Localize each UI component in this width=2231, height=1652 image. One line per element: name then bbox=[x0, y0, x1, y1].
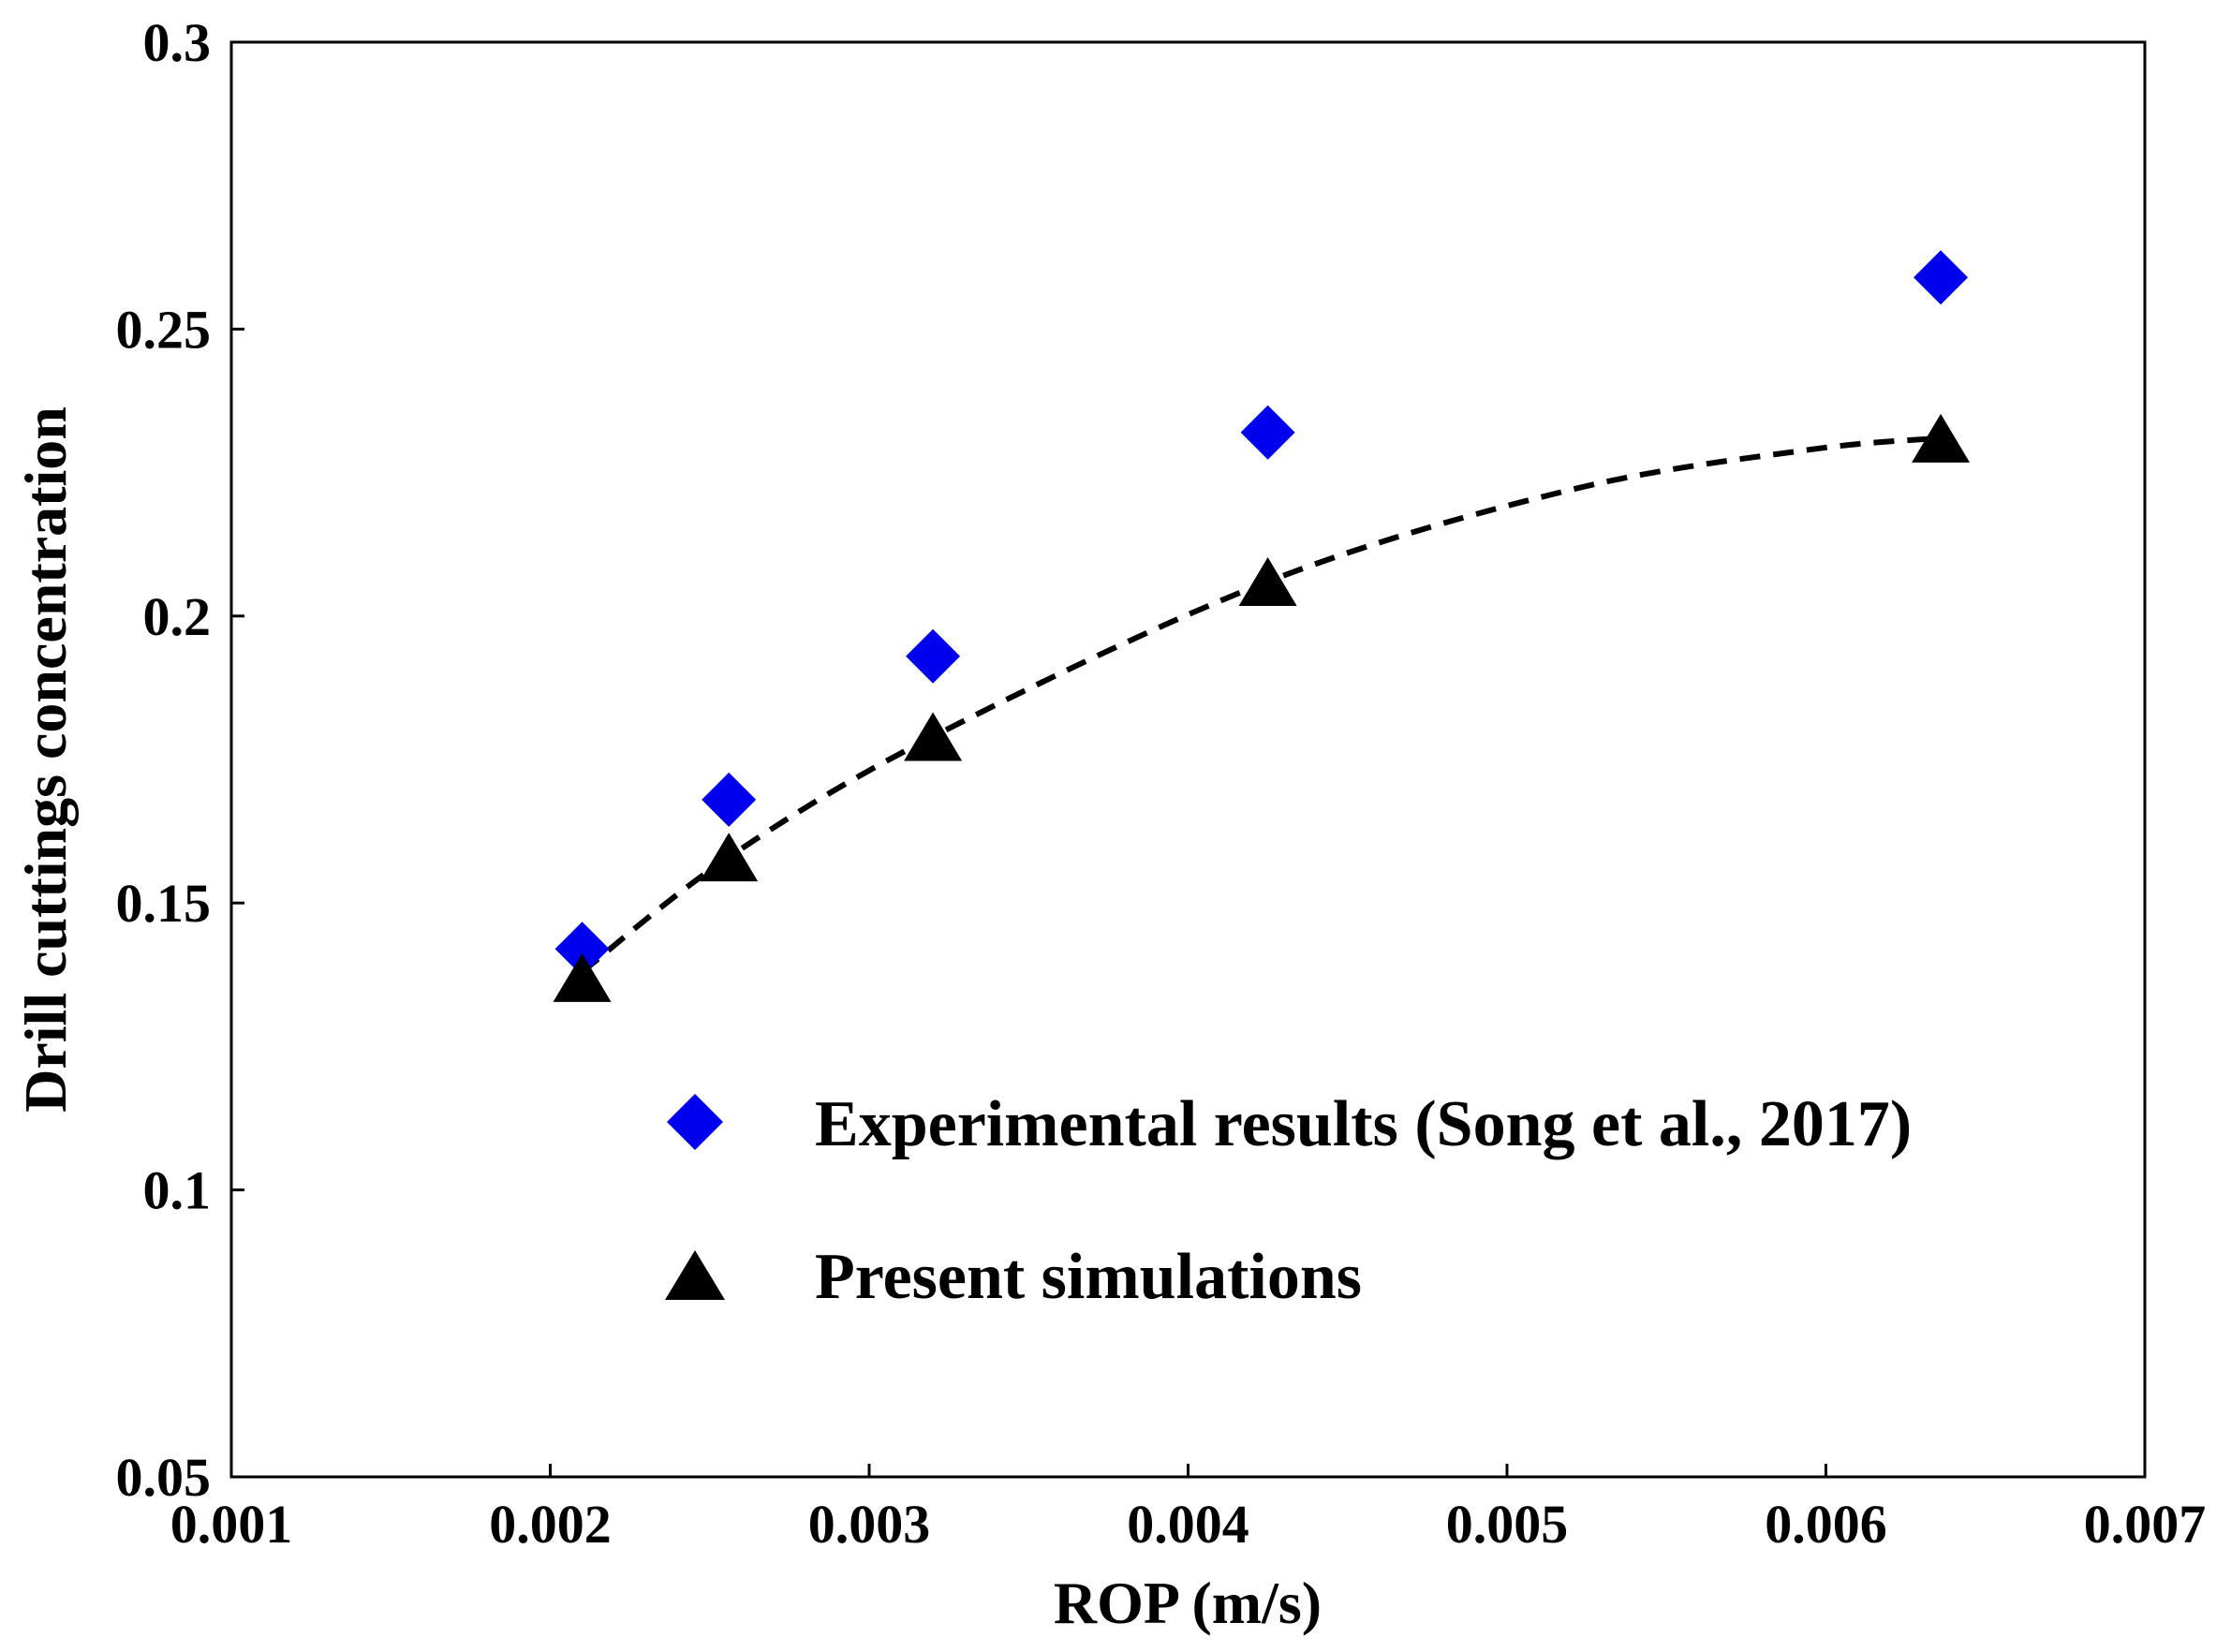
legend-label-simulations: Present simulations bbox=[815, 1241, 1362, 1313]
y-tick-label: 0.2 bbox=[143, 586, 212, 647]
simulation-point bbox=[553, 952, 612, 1002]
legend-label-experimental: Experimental results (Song et al., 2017) bbox=[815, 1088, 1912, 1160]
x-tick-label: 0.001 bbox=[170, 1494, 293, 1555]
x-tick-label: 0.002 bbox=[489, 1494, 612, 1555]
experimental-point bbox=[554, 922, 610, 977]
y-tick-label: 0.1 bbox=[143, 1160, 212, 1221]
experimental-point bbox=[1240, 405, 1295, 460]
y-tick-label: 0.15 bbox=[116, 873, 212, 934]
experimental-point bbox=[1913, 250, 1969, 305]
simulation-point bbox=[1912, 413, 1971, 463]
plot-frame bbox=[229, 40, 2147, 1479]
ticks-layer: 0.001 0.002 0.003 0.004 0.005 0.006 0.007 0.05 0… bbox=[116, 12, 2207, 1555]
y-tick-label: 0.05 bbox=[116, 1447, 212, 1508]
experimental-point bbox=[906, 628, 961, 684]
x-axis-title: ROP (m/s) bbox=[1054, 1570, 1322, 1636]
x-tick-label: 0.004 bbox=[1127, 1494, 1249, 1555]
x-tick-label: 0.006 bbox=[1765, 1494, 1887, 1555]
legend-marker-diamond bbox=[667, 1094, 723, 1150]
y-tick-label: 0.3 bbox=[143, 12, 212, 73]
simulation-point bbox=[904, 712, 963, 761]
y-tick-label: 0.25 bbox=[116, 299, 212, 360]
x-tick-label: 0.003 bbox=[808, 1494, 931, 1555]
x-tick-label: 0.007 bbox=[2084, 1494, 2207, 1555]
legend: Experimental results (Song et al., 2017)… bbox=[665, 1088, 1912, 1313]
simulation-point bbox=[700, 833, 759, 882]
y-axis-title: Drill cuttings concentration bbox=[12, 406, 79, 1113]
x-tick-label: 0.005 bbox=[1446, 1494, 1569, 1555]
points-layer bbox=[553, 250, 1971, 1002]
legend-marker-triangle bbox=[665, 1250, 725, 1300]
simulation-point bbox=[1238, 557, 1297, 607]
experimental-point bbox=[702, 772, 757, 827]
